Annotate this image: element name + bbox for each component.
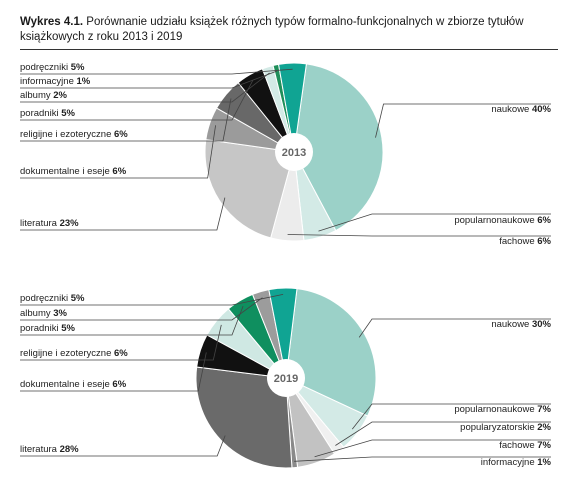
slice-label-2019-4: informacyjne 1% xyxy=(481,457,552,468)
pie-center-label: 2013 xyxy=(282,147,306,159)
slice-label-2019-10: podręczniki 5% xyxy=(20,293,85,304)
slice-label-2013-5: religijne i ezoteryczne 6% xyxy=(20,129,128,140)
pie-slice-2013-3 xyxy=(204,139,295,239)
pie-center-label: 2019 xyxy=(274,373,298,385)
slice-label-2019-6: dokumentalne i eseje 6% xyxy=(20,379,127,390)
leader-line-2019-4 xyxy=(294,456,551,462)
slice-label-2013-9: podręczniki 5% xyxy=(20,62,85,73)
leader-line-2013-8 xyxy=(20,70,278,89)
slice-label-2019-1: popularnonaukowe 7% xyxy=(454,404,551,415)
slice-label-2019-0: naukowe 30% xyxy=(491,319,551,330)
pie-slice-2013-0 xyxy=(293,63,384,232)
leader-line-2019-5 xyxy=(20,435,226,457)
slice-label-2019-5: literatura 28% xyxy=(20,444,79,455)
leader-line-2013-1 xyxy=(318,213,551,232)
pie-chart-2019: 2019 naukowe 30% popularnonaukowe 7% popula… xyxy=(20,287,552,469)
slice-label-2019-8: poradniki 5% xyxy=(20,323,75,334)
slice-label-2019-9: albumy 3% xyxy=(20,308,68,319)
leader-line-2019-0 xyxy=(358,318,551,338)
chart-title-lead: Wykres 4.1. xyxy=(20,16,84,28)
leader-line-2019-3 xyxy=(314,439,551,458)
pie-slice-2013-9 xyxy=(277,62,307,153)
pie-center-hole xyxy=(267,359,305,397)
leader-line-2013-5 xyxy=(20,98,232,142)
leader-line-2019-9 xyxy=(20,297,263,321)
slice-label-2019-3: fachowe 7% xyxy=(499,440,551,451)
title-divider xyxy=(20,49,558,50)
slice-label-2013-1: popularnonaukowe 6% xyxy=(454,215,551,226)
leader-line-2013-9 xyxy=(20,68,293,75)
leader-line-2013-3 xyxy=(20,197,226,231)
pie-center-hole xyxy=(275,133,313,171)
slice-label-2019-7: religijne i ezoteryczne 6% xyxy=(20,348,128,359)
leader-line-2013-6 xyxy=(20,80,254,121)
slice-label-2013-7: albumy 2% xyxy=(20,90,68,101)
chart-title: Wykres 4.1. Porównanie udziału książek r… xyxy=(20,15,550,45)
leader-line-2013-0 xyxy=(375,103,551,138)
leader-line-2019-7 xyxy=(20,324,222,361)
leader-line-2013-7 xyxy=(20,72,270,103)
leader-line-2019-1 xyxy=(351,403,551,430)
leader-line-2019-8 xyxy=(20,305,244,336)
pie-slice-2019-0 xyxy=(285,288,377,417)
slice-label-2013-4: dokumentalne i eseje 6% xyxy=(20,166,127,177)
chart-title-text: Porównanie udziału książek różnych typów… xyxy=(20,16,524,43)
pie-slice-2019-10 xyxy=(268,287,298,379)
slice-label-2013-0: naukowe 40% xyxy=(491,104,551,115)
slice-label-2013-3: literatura 23% xyxy=(20,218,79,229)
leader-line-2013-4 xyxy=(20,125,216,179)
slice-label-2019-2: popularyzatorskie 2% xyxy=(460,422,551,433)
pie-chart-2013: 2013 naukowe 40% popularnonaukowe 6% fachow… xyxy=(20,62,552,247)
leader-line-2019-2 xyxy=(335,421,551,446)
leader-line-2013-2 xyxy=(287,234,551,237)
leader-line-2019-6 xyxy=(20,352,207,392)
slice-label-2013-8: informacyjne 1% xyxy=(20,76,91,87)
pie-slice-2019-5 xyxy=(195,366,293,469)
leader-line-2019-10 xyxy=(20,294,284,306)
slice-label-2013-6: poradniki 5% xyxy=(20,108,75,119)
slice-label-2013-2: fachowe 6% xyxy=(499,236,551,247)
